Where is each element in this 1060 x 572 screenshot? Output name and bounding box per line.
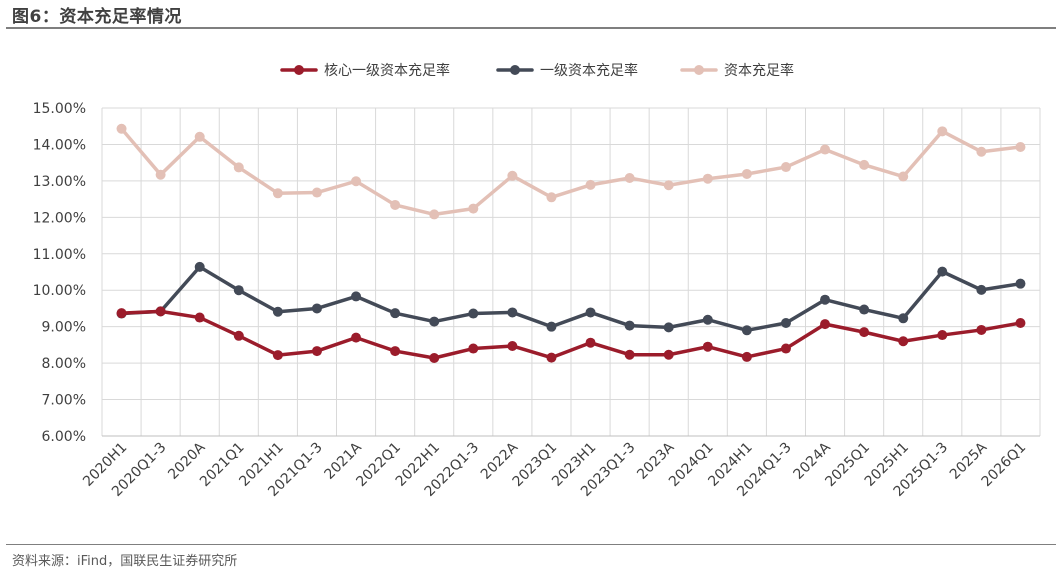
data-point (937, 330, 948, 341)
data-point (429, 353, 440, 364)
data-point (859, 304, 870, 315)
data-point (429, 316, 440, 327)
data-point (820, 319, 831, 330)
bottom-divider (6, 544, 1056, 545)
series-line (119, 127, 1023, 217)
data-point (624, 349, 635, 360)
y-tick-label: 7.00% (42, 393, 86, 409)
y-tick-label: 10.00% (33, 283, 86, 299)
data-point (741, 168, 752, 179)
data-point (898, 171, 909, 182)
data-point (390, 199, 401, 210)
data-point (311, 187, 322, 198)
data-point (702, 314, 713, 325)
data-point (702, 173, 713, 184)
data-point (741, 325, 752, 336)
data-point (741, 351, 752, 362)
data-point (116, 123, 127, 134)
data-point (351, 291, 362, 302)
data-point (898, 313, 909, 324)
series-group (116, 123, 1026, 364)
y-tick-label: 13.00% (33, 174, 86, 190)
data-point (233, 162, 244, 173)
data-point (468, 308, 479, 319)
data-point (937, 126, 948, 137)
data-point (155, 169, 166, 180)
data-point (390, 346, 401, 357)
data-point (780, 343, 791, 354)
y-tick-label: 12.00% (33, 210, 86, 226)
data-point (898, 336, 909, 347)
data-point (194, 261, 205, 272)
figure-title: 图6：资本充足率情况 (12, 7, 182, 27)
data-point (546, 321, 557, 332)
y-tick-label: 6.00% (42, 429, 86, 445)
data-point (585, 307, 596, 318)
legend-swatch-marker (694, 65, 704, 75)
legend-label: 资本充足率 (724, 62, 794, 79)
y-tick-label: 11.00% (33, 247, 86, 263)
data-point (780, 318, 791, 329)
series-line (119, 309, 1023, 360)
data-point (194, 131, 205, 142)
data-point (663, 349, 674, 360)
data-point (311, 346, 322, 357)
data-point (507, 170, 518, 181)
data-point (585, 179, 596, 190)
legend-label: 一级资本充足率 (540, 62, 638, 79)
data-point (546, 192, 557, 203)
data-point (976, 146, 987, 157)
data-point (1015, 318, 1026, 329)
legend-label: 核心一级资本充足率 (324, 62, 450, 79)
source-note: 资料来源：iFind，国联民生证券研究所 (12, 554, 238, 569)
legend: 核心一级资本充足率 一级资本充足率 资本充足率 (280, 62, 794, 79)
data-point (233, 285, 244, 296)
data-point (194, 312, 205, 323)
data-point (546, 352, 557, 363)
data-point (663, 180, 674, 191)
data-point (311, 303, 322, 314)
legend-swatch-marker (294, 65, 304, 75)
data-point (820, 144, 831, 155)
data-point (1015, 278, 1026, 289)
data-point (272, 306, 283, 317)
line-chart: 核心一级资本充足率 一级资本充足率 资本充足率 6.00% 7.00% 8.00% 9.0… (33, 62, 1041, 500)
axes: 6.00% 7.00% 8.00% 9.00% 10.00% 11.00% 12.00% 13… (33, 101, 1040, 500)
data-point (116, 308, 127, 319)
data-point (507, 340, 518, 351)
data-point (976, 324, 987, 335)
y-tick-label: 9.00% (42, 320, 86, 336)
y-tick-label: 14.00% (33, 137, 86, 153)
series-line (119, 265, 1023, 333)
data-point (624, 320, 635, 331)
data-point (859, 327, 870, 338)
data-point (976, 284, 987, 295)
top-divider (6, 27, 1056, 29)
data-point (272, 350, 283, 361)
y-tick-label: 8.00% (42, 356, 86, 372)
data-point (937, 266, 948, 277)
data-point (272, 188, 283, 199)
data-point (468, 203, 479, 214)
data-point (507, 307, 518, 318)
data-point (468, 343, 479, 354)
data-point (702, 341, 713, 352)
data-point (429, 209, 440, 220)
data-point (820, 294, 831, 305)
data-point (859, 159, 870, 170)
legend-swatch-marker (510, 65, 520, 75)
data-point (1015, 141, 1026, 152)
data-point (390, 308, 401, 319)
data-point (233, 330, 244, 341)
y-tick-label: 15.00% (33, 101, 86, 117)
data-point (780, 162, 791, 173)
data-point (351, 176, 362, 187)
data-point (624, 172, 635, 183)
data-point (155, 306, 166, 317)
data-point (585, 337, 596, 348)
data-point (351, 332, 362, 343)
data-point (663, 322, 674, 333)
grid (101, 107, 1041, 437)
